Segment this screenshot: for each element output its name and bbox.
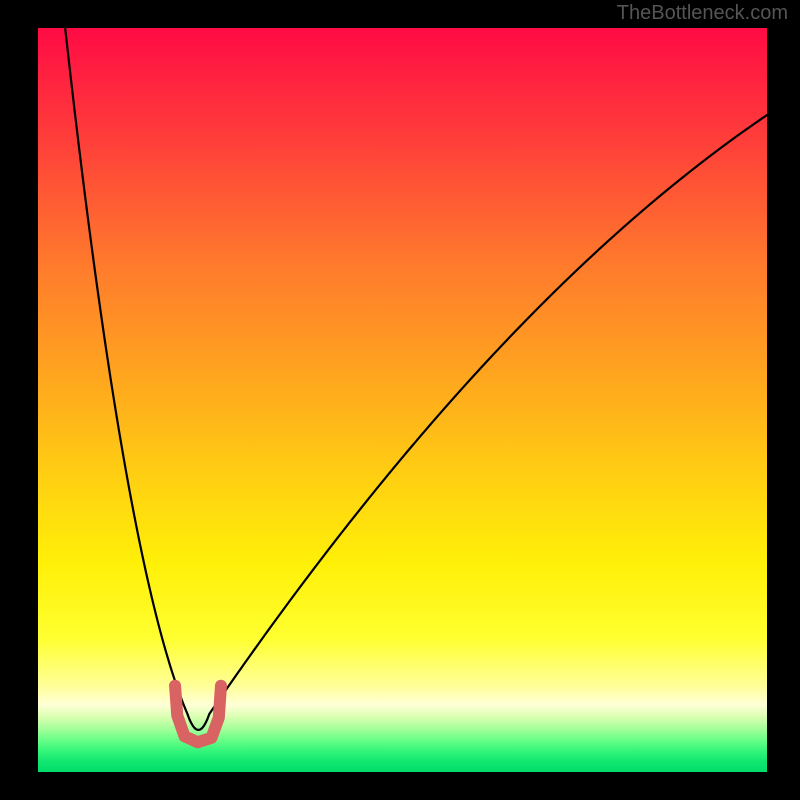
chart-svg <box>0 0 800 800</box>
chart-container: TheBottleneck.com <box>0 0 800 800</box>
plot-background <box>38 28 767 772</box>
watermark-text: TheBottleneck.com <box>617 2 788 25</box>
